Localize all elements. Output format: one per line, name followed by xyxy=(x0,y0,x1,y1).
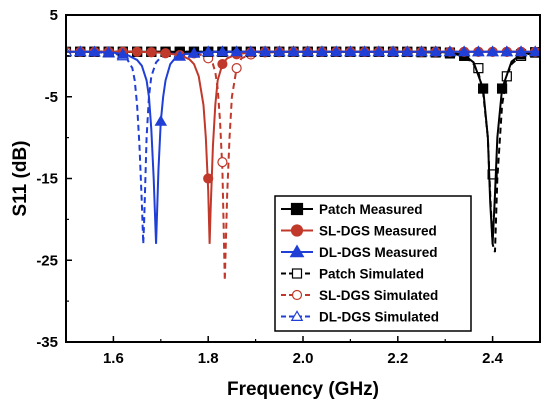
data-point xyxy=(487,169,498,180)
x-tick-label: 2.0 xyxy=(293,350,314,367)
y-tick-label: -35 xyxy=(36,334,58,351)
data-point xyxy=(514,45,528,57)
data-point xyxy=(187,46,201,58)
data-point xyxy=(217,157,228,168)
legend-marker xyxy=(291,289,303,301)
data-point xyxy=(528,45,540,57)
legend: Patch Measured SL-DGS Measured DL-DGS Meas… xyxy=(274,195,472,332)
x-axis-label: Frequency (GHz) xyxy=(227,379,379,400)
data-point xyxy=(216,45,229,57)
y-tick-label: 5 xyxy=(50,7,58,24)
data-point xyxy=(154,114,168,126)
data-point xyxy=(329,45,343,57)
data-point xyxy=(116,47,130,59)
legend-marker xyxy=(290,310,304,321)
data-point xyxy=(230,45,243,57)
data-point xyxy=(344,45,357,57)
data-point xyxy=(88,45,101,57)
data-point xyxy=(429,45,442,57)
axes-layer: 1.6 1.8 2.0 2.2 2.4 -35 -25 -15 -5 5 Frequency (GH… xyxy=(10,7,541,400)
legend-label: DL-DGS Measured xyxy=(319,245,438,260)
legend-item: Patch Measured xyxy=(281,202,423,217)
legend-item: DL-DGS Measured xyxy=(281,244,438,260)
x-tick-label: 2.4 xyxy=(482,350,504,367)
data-point xyxy=(358,45,371,57)
series-line xyxy=(66,50,540,244)
data-point xyxy=(102,46,115,57)
legend-marker xyxy=(290,224,304,237)
data-point xyxy=(443,45,457,57)
data-point xyxy=(287,45,300,57)
data-point xyxy=(500,45,514,57)
y-tick-label: -15 xyxy=(36,171,58,188)
data-point xyxy=(486,45,499,57)
legend-item: SL-DGS Simulated xyxy=(281,288,438,303)
data-point xyxy=(244,45,258,57)
data-point xyxy=(415,45,428,57)
data-point xyxy=(386,45,400,57)
data-point xyxy=(201,45,215,57)
x-tick-label: 2.2 xyxy=(387,350,408,367)
data-point xyxy=(315,45,329,57)
legend-label: SL-DGS Simulated xyxy=(319,288,438,303)
legend-marker xyxy=(291,268,303,279)
data-point xyxy=(401,45,414,57)
series-dl-dgs-measured xyxy=(66,45,540,244)
data-point xyxy=(472,45,485,57)
legend-marker xyxy=(289,244,305,258)
data-point xyxy=(273,45,286,57)
data-point xyxy=(203,173,214,184)
data-point xyxy=(132,46,143,57)
legend-label: SL-DGS Measured xyxy=(319,224,437,239)
data-point xyxy=(496,83,508,94)
legend-item: DL-DGS Simulated xyxy=(281,310,439,325)
legend-label: DL-DGS Simulated xyxy=(319,310,439,325)
legend-label: Patch Measured xyxy=(319,202,423,217)
data-point xyxy=(478,83,489,94)
x-tick-label: 1.6 xyxy=(103,350,124,367)
data-point xyxy=(73,45,87,57)
data-point xyxy=(457,45,471,57)
legend-box xyxy=(274,195,472,332)
series-layer xyxy=(66,45,540,281)
legend-marker xyxy=(290,202,304,216)
data-point xyxy=(217,58,228,70)
data-point xyxy=(231,63,242,74)
data-point xyxy=(173,49,187,61)
x-tick-label: 1.8 xyxy=(198,350,219,367)
data-point xyxy=(372,45,386,57)
legend-item: SL-DGS Measured xyxy=(281,224,437,239)
data-point xyxy=(258,45,272,57)
legend-item: Patch Simulated xyxy=(281,267,424,282)
data-point xyxy=(160,48,171,59)
y-tick-label: -5 xyxy=(45,89,58,106)
data-point xyxy=(301,45,315,57)
y-tick-label: -25 xyxy=(36,252,58,269)
legend-label: Patch Simulated xyxy=(319,267,424,282)
y-axis-label: S11 (dB) xyxy=(10,140,31,216)
data-point xyxy=(146,47,157,58)
